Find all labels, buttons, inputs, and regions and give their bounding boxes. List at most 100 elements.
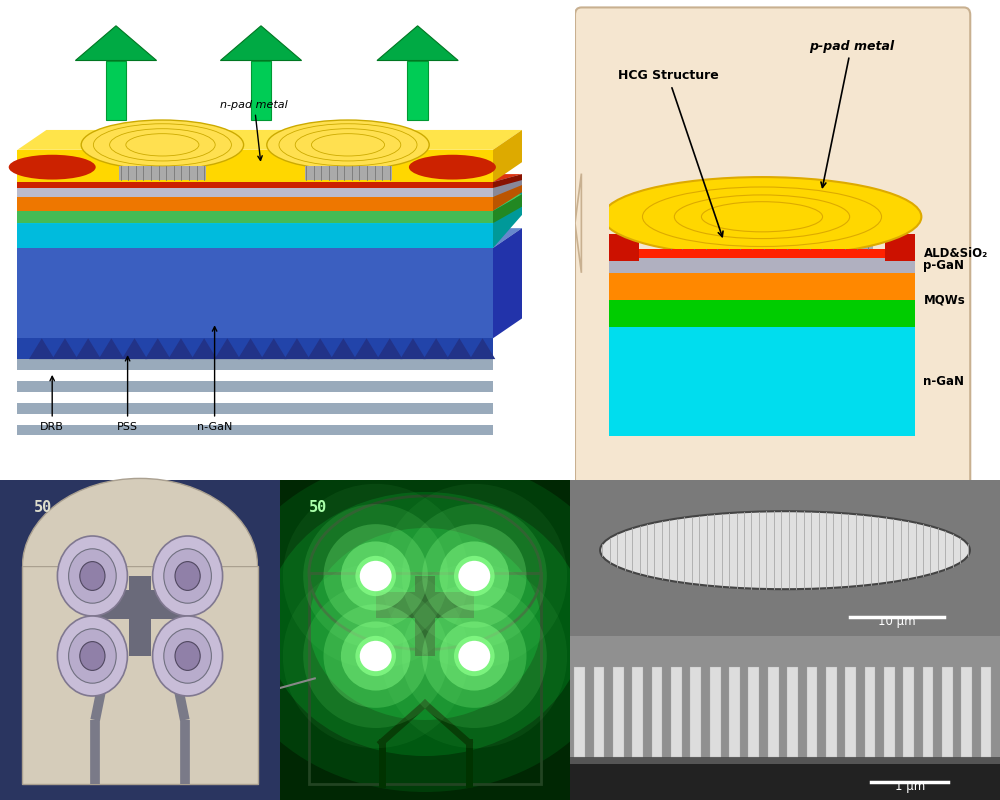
Polygon shape — [493, 176, 522, 197]
Polygon shape — [493, 194, 522, 223]
Ellipse shape — [164, 408, 686, 800]
Ellipse shape — [153, 616, 223, 696]
Polygon shape — [423, 338, 449, 359]
FancyBboxPatch shape — [17, 370, 493, 381]
FancyBboxPatch shape — [570, 758, 1000, 764]
Polygon shape — [220, 26, 302, 61]
Text: p-pad metal: p-pad metal — [809, 39, 894, 187]
FancyBboxPatch shape — [129, 576, 151, 656]
FancyBboxPatch shape — [768, 667, 779, 758]
Ellipse shape — [458, 641, 490, 671]
FancyBboxPatch shape — [690, 667, 701, 758]
Polygon shape — [251, 61, 271, 120]
FancyBboxPatch shape — [17, 359, 493, 370]
Ellipse shape — [303, 504, 448, 648]
Polygon shape — [17, 150, 493, 182]
Polygon shape — [17, 190, 522, 223]
Polygon shape — [99, 338, 124, 359]
Ellipse shape — [382, 564, 567, 748]
FancyBboxPatch shape — [826, 667, 837, 758]
Polygon shape — [17, 174, 522, 182]
Polygon shape — [17, 194, 522, 210]
Text: 50: 50 — [34, 500, 52, 515]
Text: p-GaN: p-GaN — [924, 259, 964, 272]
Ellipse shape — [422, 524, 527, 628]
Polygon shape — [261, 338, 287, 359]
Polygon shape — [493, 174, 522, 188]
FancyBboxPatch shape — [845, 667, 856, 758]
Ellipse shape — [57, 616, 127, 696]
Polygon shape — [407, 61, 428, 120]
Ellipse shape — [382, 484, 567, 668]
Ellipse shape — [309, 528, 541, 720]
Text: 50: 50 — [309, 500, 327, 515]
Ellipse shape — [422, 604, 527, 708]
Ellipse shape — [81, 120, 244, 170]
Ellipse shape — [303, 584, 448, 728]
Polygon shape — [145, 338, 171, 359]
Ellipse shape — [440, 542, 509, 610]
FancyBboxPatch shape — [981, 667, 991, 758]
Polygon shape — [17, 176, 522, 188]
FancyBboxPatch shape — [119, 166, 206, 179]
Polygon shape — [191, 338, 217, 359]
FancyBboxPatch shape — [17, 334, 493, 359]
Polygon shape — [17, 228, 522, 248]
Ellipse shape — [164, 629, 211, 683]
Ellipse shape — [454, 636, 495, 676]
Polygon shape — [122, 338, 147, 359]
Polygon shape — [17, 197, 493, 210]
Polygon shape — [493, 130, 522, 182]
FancyBboxPatch shape — [570, 480, 1000, 636]
Ellipse shape — [355, 556, 396, 596]
Polygon shape — [575, 174, 581, 273]
FancyBboxPatch shape — [415, 576, 435, 656]
Ellipse shape — [22, 478, 258, 654]
Polygon shape — [17, 188, 493, 197]
Ellipse shape — [283, 564, 469, 748]
Text: HCG Structure: HCG Structure — [618, 70, 723, 237]
FancyBboxPatch shape — [575, 7, 970, 489]
FancyBboxPatch shape — [17, 402, 493, 414]
FancyBboxPatch shape — [652, 667, 662, 758]
FancyBboxPatch shape — [710, 667, 720, 758]
FancyBboxPatch shape — [923, 667, 933, 758]
FancyBboxPatch shape — [17, 425, 493, 435]
FancyBboxPatch shape — [570, 636, 1000, 800]
FancyBboxPatch shape — [961, 667, 972, 758]
Text: 1 μm: 1 μm — [895, 780, 925, 793]
Polygon shape — [493, 228, 522, 338]
Ellipse shape — [266, 492, 585, 756]
Polygon shape — [17, 130, 522, 150]
Ellipse shape — [80, 562, 105, 590]
FancyBboxPatch shape — [17, 392, 493, 402]
FancyBboxPatch shape — [304, 166, 392, 179]
Polygon shape — [17, 210, 493, 223]
FancyBboxPatch shape — [806, 667, 817, 758]
Polygon shape — [17, 178, 522, 197]
Polygon shape — [106, 61, 126, 120]
Polygon shape — [215, 338, 240, 359]
FancyBboxPatch shape — [609, 273, 915, 300]
Polygon shape — [17, 182, 493, 188]
Polygon shape — [17, 248, 493, 338]
Ellipse shape — [409, 154, 496, 179]
FancyBboxPatch shape — [787, 667, 798, 758]
Polygon shape — [75, 338, 101, 359]
Ellipse shape — [175, 562, 200, 590]
Ellipse shape — [341, 622, 411, 690]
Polygon shape — [377, 338, 403, 359]
FancyBboxPatch shape — [609, 234, 639, 261]
Ellipse shape — [440, 622, 509, 690]
Ellipse shape — [9, 154, 96, 179]
Ellipse shape — [69, 629, 116, 683]
FancyBboxPatch shape — [671, 667, 682, 758]
Ellipse shape — [454, 556, 495, 596]
Text: n-pad metal: n-pad metal — [220, 100, 288, 160]
FancyBboxPatch shape — [280, 480, 570, 800]
Ellipse shape — [175, 642, 200, 670]
Ellipse shape — [402, 504, 547, 648]
Text: 10 μm: 10 μm — [878, 615, 916, 628]
Ellipse shape — [603, 177, 921, 257]
FancyBboxPatch shape — [594, 667, 604, 758]
